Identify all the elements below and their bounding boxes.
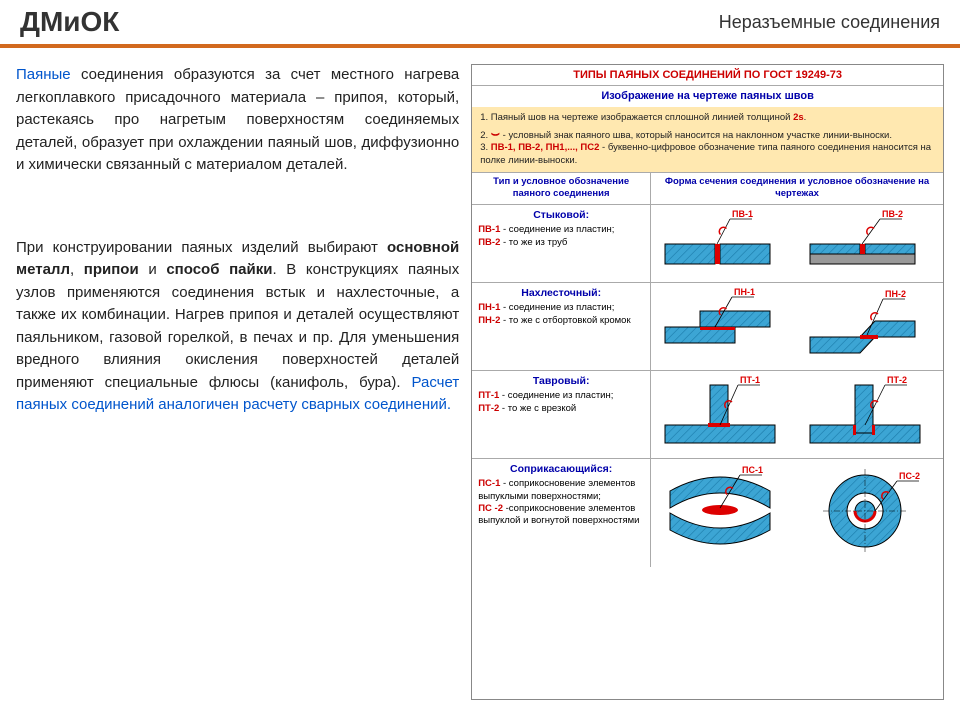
code-desc-2: ПН-2 - то же с отбортовкой кромок: [478, 315, 644, 327]
note-3: 3. ПВ-1, ПВ-2, ПН1,..., ПС2 - буквенно-ц…: [480, 142, 935, 167]
diagram-right: ПВ-2: [805, 209, 935, 278]
page-subtitle: Неразъемные соединения: [719, 12, 940, 33]
table-notes: 1. Паяный шов на чертеже изображается сп…: [472, 107, 943, 173]
code-desc-1: ПС-1 - соприкосновение элементов выпуклы…: [478, 478, 644, 503]
paragraph-2: При конструировании паяных изделий выбир…: [16, 237, 459, 417]
table-header-row: Тип и условное обозначение паяного соеди…: [472, 173, 943, 205]
reference-table: ТИПЫ ПАЯНЫХ СОЕДИНЕНИЙ ПО ГОСТ 19249-73 …: [471, 64, 944, 700]
type-name: Стыковой:: [478, 209, 644, 223]
cell-type: Тавровый: ПТ-1 - соединение из пластин; …: [472, 371, 651, 458]
main-content: Паяные соединения образуются за счет мес…: [0, 48, 960, 716]
code-desc-2: ПВ-2 - то же из труб: [478, 237, 644, 249]
diagram-right: ПН-2: [805, 287, 935, 366]
paragraph-1: Паяные соединения образуются за счет мес…: [16, 64, 459, 177]
note-2: 2. ⌣ - условный знак паяного шва, которы…: [480, 124, 935, 142]
note-1: 1. Паяный шов на чертеже изображается сп…: [480, 112, 935, 124]
table-title: ТИПЫ ПАЯНЫХ СОЕДИНЕНИЙ ПО ГОСТ 19249-73: [472, 65, 943, 86]
cell-type: Нахлесточный: ПН-1 - соединение из пласт…: [472, 283, 651, 370]
diagram-left: ПН-1: [660, 287, 790, 366]
diagram-left: ПС-1: [660, 463, 790, 562]
cell-diagram: ПН-1 ПН-2: [651, 283, 943, 370]
cell-diagram: ПТ-1 ПТ-2: [651, 371, 943, 458]
table-subtitle: Изображение на чертеже паяных швов: [472, 86, 943, 106]
diagram-right: ПС-2: [805, 463, 935, 562]
left-text-column: Паяные соединения образуются за счет мес…: [16, 64, 459, 700]
table-row: Соприкасающийся: ПС-1 - соприкосновение …: [472, 459, 943, 567]
table-row: Нахлесточный: ПН-1 - соединение из пласт…: [472, 283, 943, 371]
svg-text:ПС-1: ПС-1: [742, 465, 763, 475]
svg-text:ПТ-2: ПТ-2: [887, 375, 907, 385]
code-desc-1: ПТ-1 - соединение из пластин;: [478, 390, 644, 402]
th-form: Форма сечения соединения и условное обоз…: [651, 173, 943, 204]
keyword-payanye: Паяные: [16, 66, 71, 83]
code-desc-2: ПТ-2 - то же с врезкой: [478, 403, 644, 415]
code-desc-1: ПН-1 - соединение из пластин;: [478, 302, 644, 314]
page-title: ДМиОК: [20, 6, 119, 38]
cell-type: Стыковой: ПВ-1 - соединение из пластин; …: [472, 205, 651, 282]
diagram-right: ПТ-2: [805, 373, 935, 455]
table-body: Стыковой: ПВ-1 - соединение из пластин; …: [472, 205, 943, 567]
svg-text:ПН-1: ПН-1: [734, 287, 755, 297]
header: ДМиОК Неразъемные соединения: [0, 0, 960, 48]
cell-diagram: ПВ-1 ПВ-2: [651, 205, 943, 282]
svg-text:ПН-2: ПН-2: [885, 289, 906, 299]
table-row: Тавровый: ПТ-1 - соединение из пластин; …: [472, 371, 943, 459]
type-name: Соприкасающийся:: [478, 463, 644, 477]
diagram-left: ПВ-1: [660, 209, 790, 278]
type-name: Нахлесточный:: [478, 287, 644, 301]
svg-text:ПС-2: ПС-2: [899, 471, 920, 481]
th-type: Тип и условное обозначение паяного соеди…: [472, 173, 651, 204]
cell-diagram: ПС-1 ПС-2: [651, 459, 943, 567]
type-name: Тавровый:: [478, 375, 644, 389]
code-desc-1: ПВ-1 - соединение из пластин;: [478, 224, 644, 236]
svg-text:ПТ-1: ПТ-1: [740, 375, 760, 385]
diagram-left: ПТ-1: [660, 373, 790, 455]
cell-type: Соприкасающийся: ПС-1 - соприкосновение …: [472, 459, 651, 567]
svg-text:ПВ-1: ПВ-1: [732, 209, 753, 219]
svg-text:ПВ-2: ПВ-2: [882, 209, 903, 219]
code-desc-2: ПС -2 -соприкосновение элементов выпукло…: [478, 503, 644, 528]
table-row: Стыковой: ПВ-1 - соединение из пластин; …: [472, 205, 943, 283]
